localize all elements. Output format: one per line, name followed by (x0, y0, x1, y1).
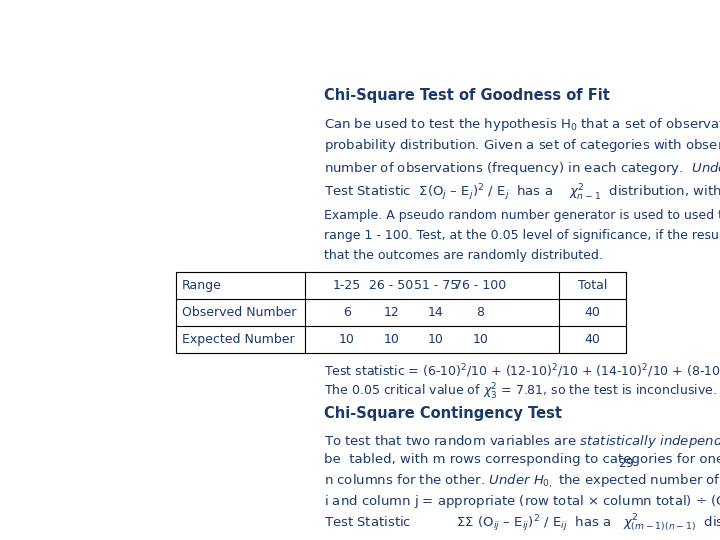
Text: Test Statistic  $\Sigma$(O$_j$ – E$_j$)$^2$ / E$_j$  has a    $\chi^2_{n-1}$  di: Test Statistic $\Sigma$(O$_j$ – E$_j$)$^… (324, 183, 720, 204)
Text: number of observations (frequency) in each category.  $\it{Under\ H_0}$: number of observations (frequency) in ea… (324, 160, 720, 178)
Text: 1-25: 1-25 (333, 279, 361, 292)
Text: 6: 6 (343, 306, 351, 319)
Text: 14: 14 (428, 306, 444, 319)
Text: Observed Number: Observed Number (182, 306, 297, 319)
Text: To test that two random variables are $\mathit{statistically\ independent}$, a s: To test that two random variables are $\… (324, 433, 720, 450)
Text: n columns for the other. $\mathit{Under\ H_{0,}}$ the expected number of observa: n columns for the other. $\mathit{Under\… (324, 472, 720, 490)
Text: 10: 10 (472, 333, 489, 346)
Text: Total: Total (577, 279, 607, 292)
Text: 10: 10 (338, 333, 355, 346)
Text: probability distribution. Given a set of categories with observed (O$_j$ )  and : probability distribution. Given a set of… (324, 138, 720, 156)
Text: that the outcomes are randomly distributed.: that the outcomes are randomly distribut… (324, 248, 603, 261)
Text: Chi-Square Contingency Test: Chi-Square Contingency Test (324, 406, 562, 421)
Text: Chi-Square Test of Goodness of Fit: Chi-Square Test of Goodness of Fit (324, 87, 611, 103)
Text: 40: 40 (584, 306, 600, 319)
Text: 8: 8 (477, 306, 485, 319)
Text: Test statistic = (6-10)$^2$/10 + (12-10)$^2$/10 + (14-10)$^2$/10 + (8-10)$^2$/10: Test statistic = (6-10)$^2$/10 + (12-10)… (324, 362, 720, 380)
Text: i and column j = appropriate (row total $\times$ column total) $\div$ (Grand tot: i and column j = appropriate (row total … (324, 492, 720, 510)
Text: 40: 40 (584, 333, 600, 346)
Text: 29: 29 (618, 457, 634, 470)
Text: The 0.05 critical value of $\chi^2_3$ = 7.81, so the test is inconclusive.: The 0.05 critical value of $\chi^2_3$ = … (324, 382, 717, 402)
Text: Example. A pseudo random number generator is used to used to generate 40 random : Example. A pseudo random number generato… (324, 210, 720, 222)
Text: 51 - 75: 51 - 75 (414, 279, 458, 292)
Text: 76 - 100: 76 - 100 (454, 279, 507, 292)
Text: 10: 10 (428, 333, 444, 346)
Text: Test Statistic           $\Sigma\Sigma$ (O$_{ij}$ – E$_{ij}$)$^2$ / E$_{ij}$  ha: Test Statistic $\Sigma\Sigma$ (O$_{ij}$ … (324, 512, 720, 534)
Text: be  tabled, with m rows corresponding to categories for one random variable and: be tabled, with m rows corresponding to … (324, 453, 720, 465)
Text: Expected Number: Expected Number (182, 333, 294, 346)
Text: range 1 - 100. Test, at the 0.05 level of significance, if the results are consi: range 1 - 100. Test, at the 0.05 level o… (324, 229, 720, 242)
Text: 10: 10 (383, 333, 400, 346)
Text: Range: Range (182, 279, 222, 292)
Text: Can be used to test the hypothesis H$_0$ that a set of observations is consisten: Can be used to test the hypothesis H$_0$… (324, 116, 720, 132)
Text: 12: 12 (384, 306, 399, 319)
Text: 26 - 50: 26 - 50 (369, 279, 413, 292)
